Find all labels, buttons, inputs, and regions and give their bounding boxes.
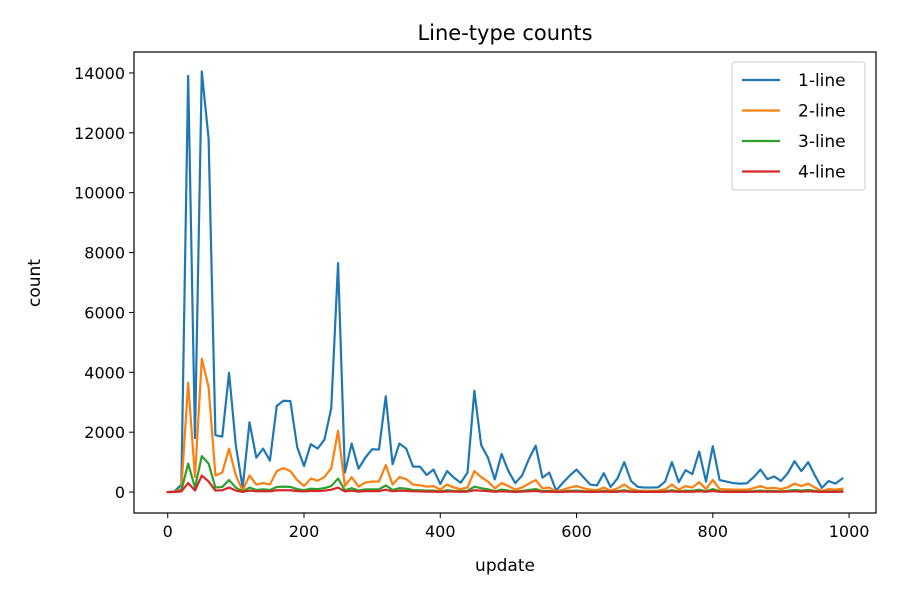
y-tick-label: 12000 <box>74 124 125 143</box>
x-tick-label: 1000 <box>829 522 870 541</box>
y-tick-label: 0 <box>115 483 125 502</box>
legend-label-4: 4-line <box>798 163 846 183</box>
chart-title: Line-type counts <box>417 21 592 45</box>
x-axis: 0 200 400 600 800 1000 <box>163 513 870 541</box>
y-axis: 0 2000 4000 6000 8000 10000 12000 14000 <box>74 64 134 502</box>
y-tick-label: 10000 <box>74 184 125 203</box>
legend: 1-line 2-line 3-line 4-line <box>731 61 866 191</box>
y-tick-label: 8000 <box>84 244 125 263</box>
y-tick-label: 6000 <box>84 303 125 322</box>
x-tick-label: 400 <box>425 522 456 541</box>
x-tick-label: 200 <box>289 522 320 541</box>
series-layer <box>166 70 844 494</box>
legend-label-1: 1-line <box>798 71 846 91</box>
y-tick-label: 4000 <box>84 363 125 382</box>
y-tick-label: 2000 <box>84 423 125 442</box>
x-tick-label: 800 <box>698 522 729 541</box>
legend-box <box>731 61 866 191</box>
y-axis-label: count <box>25 259 45 307</box>
series-line-1 <box>166 70 844 494</box>
x-tick-label: 0 <box>163 522 173 541</box>
y-tick-label: 14000 <box>74 64 125 83</box>
legend-label-2: 2-line <box>798 102 846 122</box>
x-axis-label: update <box>475 556 535 576</box>
x-tick-label: 600 <box>561 522 592 541</box>
plot-frame <box>133 51 877 514</box>
series-line-2 <box>166 357 844 494</box>
series-line-4 <box>166 474 844 494</box>
legend-label-3: 3-line <box>798 132 846 152</box>
